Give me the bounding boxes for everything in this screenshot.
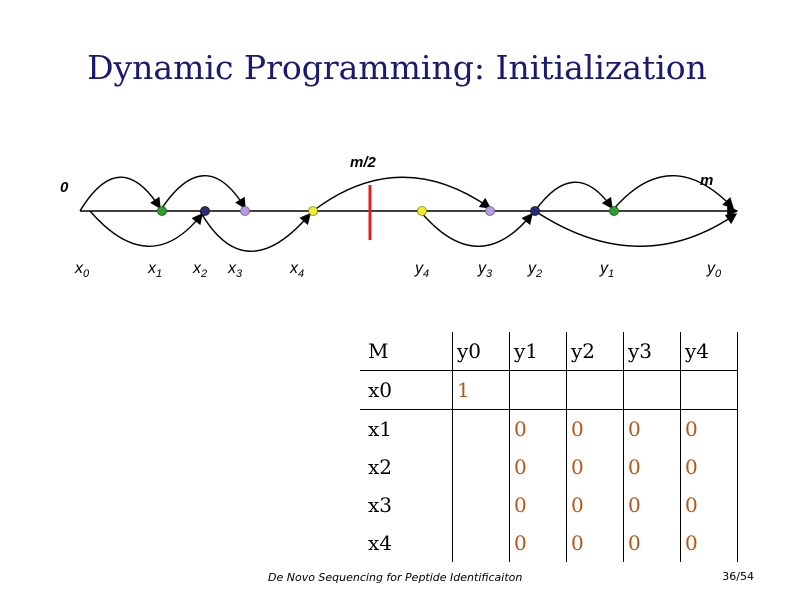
matrix-row-label: x1 [368,417,393,441]
matrix-cell: 0 [623,409,681,448]
matrix-cell [452,524,510,562]
matrix-cell [452,486,510,524]
matrix-row-label: x2 [368,455,393,479]
y-label-0: y0 [706,260,722,280]
x-label-4: x4 [289,260,304,280]
matrix-row: x3 0 0 0 0 [360,486,738,524]
matrix-row-label: x3 [368,493,393,517]
matrix-cell: 0 [509,448,567,486]
slide-footer: De Novo Sequencing for Peptide Identific… [268,571,523,584]
matrix-cell [623,370,681,410]
matrix-row: x2 0 0 0 0 [360,448,738,486]
arc-upper-3 [312,176,492,212]
x-label-1: x1 [147,260,162,280]
end-label: m [700,172,713,189]
matrix-header-row: M y0 y1 y2 y3 y4 [360,332,738,371]
dot-navy-2 [530,206,540,216]
arc-lower-1 [89,210,203,247]
matrix-corner: M [360,332,453,371]
arc-lower-3 [419,210,533,247]
matrix-cell: 0 [509,409,567,448]
matrix-cell: 0 [623,486,681,524]
matrix-col-header: y1 [509,332,567,371]
arc-lower-4 [534,210,738,247]
matrix-cell: 0 [680,486,738,524]
matrix-cell: 1 [452,370,510,410]
matrix-cell [680,370,738,410]
mid-label: m/2 [350,154,377,171]
slide-title: Dynamic Programming: Initialization [87,48,707,87]
matrix-col-header: y2 [566,332,624,371]
dot-yellow-2 [417,206,427,216]
matrix-row-label: x4 [368,531,393,555]
arc-upper-2 [159,175,246,212]
matrix-cell: 0 [566,486,624,524]
y-label-2: y2 [527,260,542,280]
matrix-cell: 0 [509,486,567,524]
y-label-1: y1 [599,260,614,280]
matrix-cell: 0 [623,448,681,486]
dot-green-2 [609,206,619,216]
dot-lavender-2 [485,206,495,216]
x-label-3: x3 [227,260,243,280]
matrix-row: x0 1 [360,370,738,410]
matrix-row-label: x0 [360,370,453,410]
matrix-cell: 0 [680,409,738,448]
y-label-3: y3 [477,260,493,280]
x-label-0: x0 [74,260,90,280]
matrix-cell: 0 [566,524,624,562]
dp-matrix: M y0 y1 y2 y3 y4 x0 1 x1 0 0 0 0 x2 0 0 … [360,332,738,562]
arc-lower-2 [199,210,311,252]
arc-upper-1 [79,176,161,212]
matrix-col-header: y0 [452,332,510,371]
arc-upper-4 [534,181,613,212]
matrix-row: x4 0 0 0 0 [360,524,738,562]
y-label-4: y4 [414,260,429,280]
matrix-cell: 0 [509,524,567,562]
page-number: 36/54 [722,570,754,583]
matrix-cell: 0 [680,524,738,562]
matrix-cell: 0 [566,448,624,486]
matrix-col-header: y4 [680,332,738,371]
dot-yellow-1 [308,206,318,216]
dot-navy-1 [200,206,210,216]
x-label-2: x2 [192,260,207,280]
matrix-cell [452,409,510,448]
dot-green-1 [157,206,167,216]
matrix-cell: 0 [566,409,624,448]
peptide-diagram: 0 m/2 m x0 x1 x2 x3 x4 y4 y3 y2 y1 y0 [60,154,739,280]
matrix-cell [566,370,624,410]
matrix-col-header: y3 [623,332,681,371]
start-label: 0 [60,179,69,196]
matrix-cell: 0 [623,524,681,562]
matrix-cell [452,448,510,486]
matrix-row: x1 0 0 0 0 [360,409,738,448]
matrix-cell: 0 [680,448,738,486]
matrix-cell [509,370,567,410]
dot-lavender-1 [240,206,250,216]
arc-upper-5 [611,175,734,212]
